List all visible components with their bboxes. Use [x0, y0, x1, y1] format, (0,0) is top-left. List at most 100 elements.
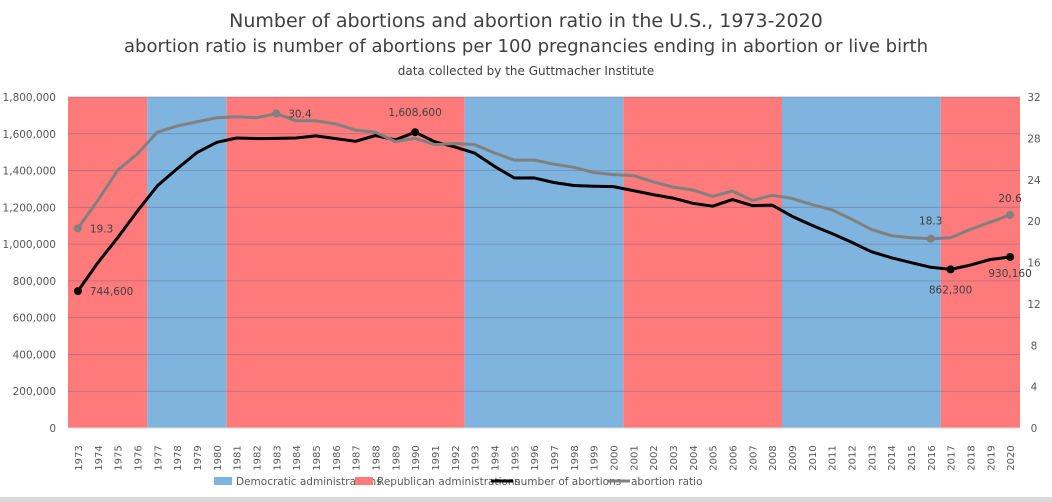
y-left-tick-label: 1,600,000	[3, 129, 56, 141]
x-tick-label: 1986	[332, 445, 343, 470]
administration-band-republican	[226, 97, 465, 428]
x-tick-label: 1993	[471, 445, 482, 470]
x-tick-label: 2019	[986, 445, 997, 470]
x-tick-label: 1980	[213, 445, 224, 470]
x-tick-label: 1999	[590, 445, 601, 470]
data-label: 19.3	[90, 223, 113, 235]
y-left-tick-label: 0	[49, 423, 56, 435]
y-right-tick-label: 32	[1027, 92, 1040, 104]
x-tick-label: 1998	[570, 445, 581, 470]
x-tick-label: 1978	[173, 445, 184, 470]
x-tick-label: 2016	[927, 445, 938, 470]
x-tick-label: 2013	[867, 445, 878, 470]
x-tick-label: 1985	[312, 445, 323, 470]
x-tick-label: 2003	[669, 445, 680, 470]
x-tick-label: 2001	[629, 445, 640, 470]
x-tick-label: 1994	[490, 445, 501, 470]
data-point-marker	[73, 287, 82, 296]
x-tick-label: 1996	[530, 445, 541, 470]
administration-band-democratic	[147, 97, 227, 428]
x-tick-label: 1974	[94, 445, 105, 470]
y-right-tick-label: 16	[1027, 258, 1041, 270]
data-point-marker	[411, 128, 420, 137]
x-tick-label: 2009	[788, 445, 799, 470]
x-tick-label: 1988	[371, 445, 382, 470]
x-tick-label: 1984	[292, 445, 303, 470]
data-label: 20.6	[998, 193, 1022, 205]
legend-label: Republican administrations	[377, 476, 520, 488]
x-tick-label: 1979	[193, 445, 204, 470]
x-tick-label: 2008	[768, 445, 779, 470]
x-tick-label: 2020	[1006, 445, 1017, 470]
x-tick-label: 2002	[649, 445, 660, 470]
data-label: 862,300	[929, 284, 972, 296]
x-tick-label: 2006	[728, 445, 739, 470]
y-right-tick-label: 24	[1027, 175, 1041, 187]
y-right-tick-label: 8	[1031, 340, 1038, 352]
y-left-tick-label: 600,000	[13, 313, 56, 325]
y-left-tick-label: 400,000	[13, 349, 56, 361]
x-tick-label: 2015	[907, 445, 918, 470]
x-tick-label: 2011	[828, 445, 839, 470]
x-tick-label: 2000	[609, 445, 620, 470]
x-tick-label: 1982	[252, 445, 263, 470]
y-left-tick-label: 1,000,000	[3, 239, 56, 251]
x-tick-label: 1990	[411, 445, 422, 470]
legend-swatch	[355, 477, 373, 485]
x-tick-label: 1989	[391, 445, 402, 470]
administration-band-democratic	[464, 97, 624, 428]
legend-label: Democratic administrations	[236, 476, 382, 488]
y-right-tick-label: 4	[1031, 382, 1038, 394]
legend-label: number of abortions	[514, 476, 621, 488]
x-tick-label: 1981	[233, 445, 244, 470]
data-label: 18.3	[919, 216, 942, 228]
chart-title: Number of abortions and abortion ratio i…	[229, 10, 823, 32]
administration-band-republican	[623, 97, 782, 428]
x-tick-label: 1995	[510, 445, 521, 470]
x-tick-label: 2007	[748, 445, 759, 470]
x-tick-label: 1976	[133, 445, 144, 470]
legend-swatch	[214, 477, 232, 485]
x-tick-label: 2014	[887, 445, 898, 470]
x-tick-label: 1973	[74, 445, 85, 470]
x-tick-label: 2012	[847, 445, 858, 470]
x-tick-label: 1991	[431, 445, 442, 470]
data-label: 1,608,600	[388, 107, 441, 119]
data-point-marker	[946, 265, 955, 274]
chart-subtitle: abortion ratio is number of abortions pe…	[124, 36, 928, 57]
x-tick-label: 1992	[451, 445, 462, 470]
y-right-tick-label: 12	[1027, 299, 1040, 311]
x-tick-label: 1975	[114, 445, 125, 470]
y-right-tick-label: 0	[1031, 423, 1038, 435]
x-tick-label: 2017	[947, 445, 958, 470]
administration-band-republican	[68, 97, 148, 428]
x-tick-label: 2004	[689, 445, 700, 470]
x-tick-label: 2010	[808, 445, 819, 470]
x-tick-label: 2018	[966, 445, 977, 470]
y-left-tick-label: 800,000	[13, 276, 56, 288]
data-point-marker	[73, 224, 82, 233]
y-left-tick-label: 200,000	[13, 386, 56, 398]
data-point-marker	[1006, 210, 1015, 219]
series-line-number-of-abortions	[76, 130, 1011, 292]
data-point-marker	[926, 234, 935, 243]
source-note: data collected by the Guttmacher Institu…	[397, 64, 655, 78]
y-left-tick-label: 1,400,000	[3, 166, 56, 178]
x-tick-label: 2005	[709, 445, 720, 470]
y-left-tick-label: 1,200,000	[3, 202, 56, 214]
bottom-border	[0, 497, 1052, 502]
data-label: 30.4	[288, 109, 312, 121]
data-point-marker	[272, 109, 281, 118]
y-right-tick-label: 28	[1027, 133, 1040, 145]
data-label: 930,160	[988, 268, 1031, 280]
series-line-abortion-ratio	[76, 112, 1011, 241]
x-tick-label: 1987	[352, 445, 363, 470]
x-tick-label: 1997	[550, 445, 561, 470]
legend-label: abortion ratio	[631, 476, 703, 488]
x-tick-label: 1983	[272, 445, 283, 470]
x-tick-label: 1977	[153, 445, 164, 470]
y-right-tick-label: 20	[1027, 216, 1040, 228]
data-label: 744,600	[90, 286, 133, 298]
y-left-tick-label: 1,800,000	[3, 92, 56, 104]
